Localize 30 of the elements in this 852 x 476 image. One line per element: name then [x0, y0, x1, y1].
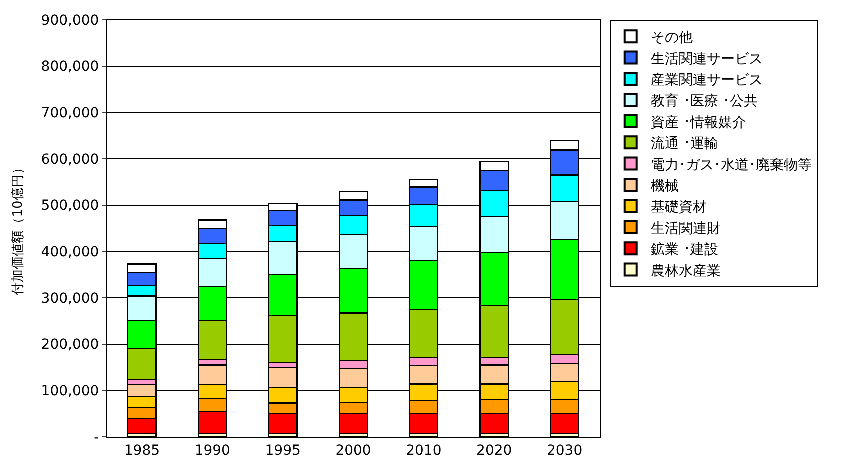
x-tick-label: 2020: [476, 442, 512, 459]
x-tick-label: 1985: [124, 442, 160, 459]
y-tick-label: 500,000: [41, 198, 100, 214]
y-tick-label: 800,000: [41, 59, 100, 76]
legend-label: 電力･ガス･水道･廃棄物等: [650, 157, 812, 174]
legend-label: 鉱業 ･建設: [650, 242, 718, 258]
y-tick-label: 700,000: [41, 106, 100, 122]
legend-label: 資産 ･情報媒介: [650, 114, 746, 131]
legend-label: 農林水産業: [650, 263, 721, 280]
legend-label: 基礎資材: [650, 200, 707, 216]
y-tick-label: 400,000: [41, 244, 100, 261]
legend-label: 生活関連サービス: [650, 51, 763, 68]
x-tick-label: 2030: [546, 442, 583, 459]
legend-label: 機械: [650, 178, 679, 194]
y-tick-label: 200,000: [41, 337, 100, 354]
y-tick-label: -: [94, 430, 100, 446]
y-axis-title: 付加価値額（10億円）: [11, 162, 26, 296]
y-tick-label: 100,000: [41, 384, 100, 400]
legend-label: 流通 ･運輸: [650, 136, 718, 152]
y-tick-label: 900,000: [41, 12, 100, 29]
y-tick-label: 300,000: [41, 290, 100, 307]
legend-label: その他: [650, 30, 693, 46]
x-tick-label: 2000: [336, 442, 372, 459]
legend-label: 生活関連財: [650, 220, 721, 237]
x-tick-label: 1995: [265, 442, 301, 459]
legend-label: 教育 ･医療 ･公共: [650, 92, 758, 110]
x-tick-label: 1990: [194, 442, 230, 459]
y-tick-label: 600,000: [41, 152, 100, 168]
legend-label: 産業関連サービス: [650, 72, 763, 88]
x-tick-label: 2010: [406, 442, 442, 459]
